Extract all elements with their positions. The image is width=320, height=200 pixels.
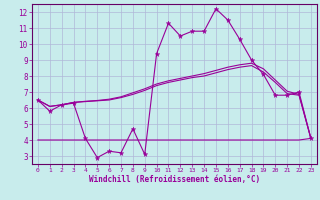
X-axis label: Windchill (Refroidissement éolien,°C): Windchill (Refroidissement éolien,°C) <box>89 175 260 184</box>
